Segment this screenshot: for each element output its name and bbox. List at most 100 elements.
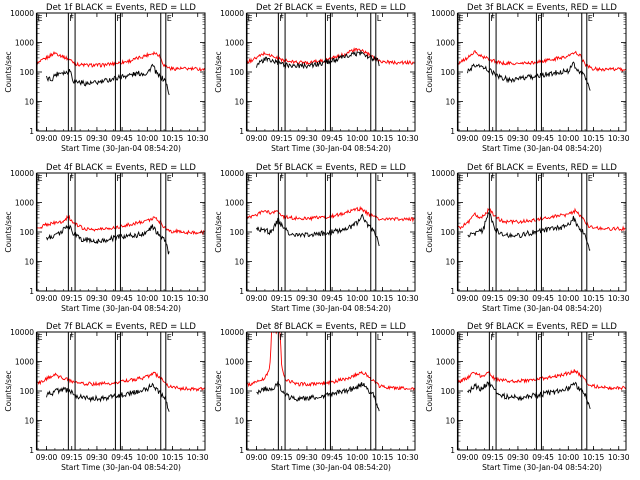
y-tick-label: 1 [450,446,455,455]
y-tick-label: 1000 [15,358,34,367]
chart-title: Det 7f BLACK = Events, RED = LLD [46,322,196,332]
x-tick-label: 09:00 [36,294,58,303]
y-tick-label: 1 [239,287,244,296]
x-tick-label: 10:15 [583,453,605,462]
y-tick-label: 10 [24,98,34,107]
x-tick-label: 09:00 [36,134,58,143]
y-tick-label: 100 [20,68,35,77]
event-marker-label: F [490,333,495,342]
chart-title: Det 5f BLACK = Events, RED = LLD [256,163,406,173]
plot-frame [246,172,416,292]
event-marker-label: E [247,333,252,342]
x-tick-label: 10:00 [137,134,159,143]
event-marker-label: E [247,14,252,23]
x-tick-label: 09:15 [271,453,293,462]
y-tick-label: 1000 [225,199,244,208]
x-tick-label: 10:15 [162,294,184,303]
x-tick-label: 09:15 [61,294,83,303]
x-tick-label: 10:15 [372,453,394,462]
y-axis-label: Counts/sec [4,51,13,92]
event-marker-label: F [116,174,121,183]
event-marker-label: E [167,14,172,23]
event-marker-label: F [490,14,495,23]
event-marker-label: L [377,14,382,23]
plot-frame [246,12,416,132]
x-tick-label: 10:00 [137,453,159,462]
x-tick-label: 09:00 [246,134,268,143]
x-axis-label: Start Time (30-Jan-04 08:54:20) [271,463,391,472]
x-axis-label: Start Time (30-Jan-04 08:54:20) [482,144,602,153]
event-marker-label: F [279,333,284,342]
series-line-events [467,212,591,251]
x-axis-label: Start Time (30-Jan-04 08:54:20) [271,304,391,313]
y-tick-label: 10 [445,258,455,267]
event-marker-label: L [377,333,382,342]
x-tick-label: 09:45 [321,134,343,143]
x-tick-label: 10:15 [583,294,605,303]
y-tick-label: 1 [29,127,34,136]
x-axis-label: Start Time (30-Jan-04 08:54:20) [482,304,602,313]
event-marker-label: F [537,174,542,183]
x-tick-label: 10:30 [187,134,209,143]
event-marker-label: E [167,174,172,183]
x-tick-label: 09:45 [532,453,554,462]
y-tick-label: 10 [24,258,34,267]
y-tick-label: 1000 [15,199,34,208]
x-tick-label: 09:15 [61,134,83,143]
y-tick-label: 1 [29,446,34,455]
chart-panel-5: Det 5f BLACK = Events, RED = LLD E F F L 09:0… [214,163,419,313]
event-marker-label: E [458,174,463,183]
y-tick-label: 100 [441,68,456,77]
x-tick-label: 09:30 [86,294,108,303]
y-axis-label: Counts/sec [425,370,434,411]
x-tick-label: 09:00 [457,294,479,303]
x-tick-label: 10:30 [397,294,419,303]
y-tick-label: 10000 [10,169,34,178]
x-tick-label: 10:00 [137,294,159,303]
y-tick-label: 10000 [431,169,455,178]
x-tick-label: 10:00 [558,453,580,462]
x-tick-label: 10:30 [608,134,630,143]
y-tick-label: 10000 [220,169,244,178]
series-line-events [467,381,591,410]
x-tick-label: 09:30 [296,134,318,143]
chart-title: Det 1f BLACK = Events, RED = LLD [46,3,196,13]
y-tick-label: 1 [29,287,34,296]
y-tick-label: 1000 [225,39,244,48]
chart-title: Det 2f BLACK = Events, RED = LLD [256,3,406,13]
x-tick-label: 09:45 [532,294,554,303]
x-tick-label: 10:00 [347,453,369,462]
x-tick-label: 09:45 [111,134,133,143]
x-tick-label: 10:15 [372,134,394,143]
x-tick-label: 10:30 [608,294,630,303]
x-tick-label: 10:00 [558,294,580,303]
x-tick-label: 09:30 [296,294,318,303]
plot-frame [457,172,627,292]
x-tick-label: 09:15 [482,453,504,462]
x-axis-label: Start Time (30-Jan-04 08:54:20) [61,304,181,313]
event-marker-label: E [458,333,463,342]
event-marker-label: L [377,174,382,183]
x-tick-label: 09:30 [507,134,529,143]
y-tick-label: 10 [234,258,244,267]
y-axis-label: Counts/sec [214,51,223,92]
x-axis-label: Start Time (30-Jan-04 08:54:20) [61,144,181,153]
event-marker-label: E [588,333,593,342]
x-tick-label: 09:30 [507,453,529,462]
y-tick-label: 100 [230,228,245,237]
x-tick-label: 09:00 [457,453,479,462]
y-axis-label: Counts/sec [214,370,223,411]
event-marker-label: F [69,174,74,183]
chart-title: Det 9f BLACK = Events, RED = LLD [467,322,617,332]
x-axis-label: Start Time (30-Jan-04 08:54:20) [271,144,391,153]
y-tick-label: 1000 [225,358,244,367]
x-tick-label: 09:45 [321,294,343,303]
event-marker-label: E [588,174,593,183]
chart-panel-2: Det 2f BLACK = Events, RED = LLD E F F L 09:0… [214,3,419,153]
y-tick-label: 10000 [431,328,455,337]
event-marker-label: F [537,333,542,342]
y-tick-label: 100 [230,387,245,396]
